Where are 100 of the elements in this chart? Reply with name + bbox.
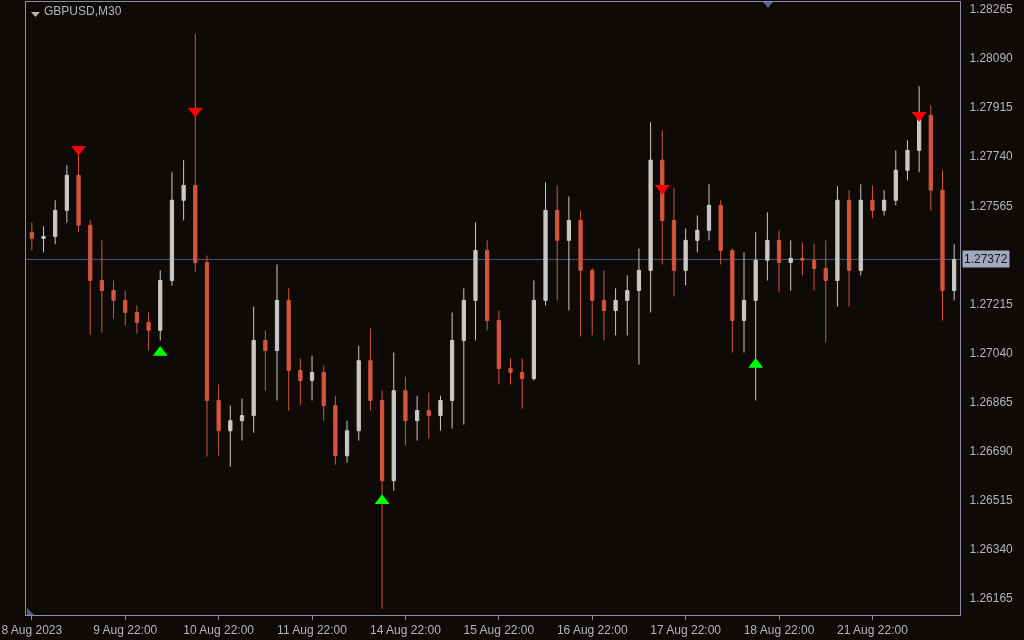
x-tick-label: 15 Aug 22:00 xyxy=(463,623,535,638)
candlestick xyxy=(835,185,840,308)
candlestick xyxy=(578,209,583,338)
candlestick xyxy=(531,279,536,382)
candlestick xyxy=(251,306,256,434)
chart-title: GBPUSD,M30 xyxy=(44,4,122,19)
candlestick xyxy=(671,187,677,297)
y-tick-label: 1.27565 xyxy=(969,198,1014,213)
y-tick-label: 1.27215 xyxy=(969,296,1014,311)
candlestick xyxy=(508,357,513,385)
candlestick xyxy=(881,189,887,216)
candlestick xyxy=(321,364,326,422)
x-tick-label: 14 Aug 22:00 xyxy=(370,623,442,638)
y-tick-label: 1.26165 xyxy=(969,591,1014,606)
candlestick xyxy=(379,390,385,610)
candlestick xyxy=(555,184,560,301)
candlestick xyxy=(823,239,828,343)
candlestick xyxy=(53,199,58,245)
candlestick xyxy=(193,33,198,273)
x-tick-label: 11 Aug 22:00 xyxy=(277,623,348,638)
x-tick-label: 17 Aug 22:00 xyxy=(650,623,722,638)
candlestick xyxy=(134,304,140,334)
candlestick xyxy=(893,149,898,206)
candlestick xyxy=(683,227,688,287)
y-tick-label: 1.28265 xyxy=(969,2,1014,17)
candlestick xyxy=(695,214,700,253)
candlestick xyxy=(706,183,712,241)
x-tick-label: 10 Aug 22:00 xyxy=(183,623,255,638)
y-tick-label: 1.27915 xyxy=(969,100,1014,115)
x-tick-label: 8 Aug 2023 xyxy=(1,623,63,638)
candlestick xyxy=(333,395,338,466)
candlestick xyxy=(169,171,175,287)
candlestick xyxy=(636,247,642,366)
candlestick xyxy=(473,221,478,341)
x-tick-label: 21 Aug 22:00 xyxy=(837,623,909,638)
y-tick-label: 1.27040 xyxy=(969,345,1014,360)
candlestick xyxy=(613,287,618,336)
candlestick xyxy=(450,311,455,430)
y-tick-label: 1.28090 xyxy=(969,51,1014,66)
candlestick xyxy=(648,121,653,313)
candlestick xyxy=(76,153,81,233)
y-tick-label: 1.27740 xyxy=(969,149,1014,164)
candlestick xyxy=(496,309,501,385)
candlestick xyxy=(952,243,957,301)
candlestick xyxy=(298,357,303,407)
x-tick-label: 18 Aug 22:00 xyxy=(743,623,815,638)
candlestick xyxy=(158,269,163,341)
candlestick xyxy=(228,405,233,468)
candlestick xyxy=(788,239,793,292)
candlestick xyxy=(753,231,758,401)
candlestick xyxy=(263,329,268,392)
y-tick-label: 1.26515 xyxy=(969,492,1014,507)
candlestick xyxy=(543,181,548,306)
candlestick xyxy=(811,243,817,292)
candlestick xyxy=(438,395,443,432)
candlestick xyxy=(741,251,747,354)
x-tick-label: 9 Aug 22:00 xyxy=(93,623,158,638)
candlestick xyxy=(309,355,315,401)
candlestick xyxy=(111,279,116,320)
candlestick xyxy=(146,311,151,352)
candlestick xyxy=(765,211,770,281)
candlestick xyxy=(800,241,805,276)
candlestick xyxy=(601,269,607,341)
candlestick xyxy=(870,184,875,219)
candlestick xyxy=(274,263,280,401)
candlestick xyxy=(590,267,595,336)
candlestick xyxy=(403,376,408,447)
candlestick xyxy=(414,395,420,442)
candlestick xyxy=(204,255,210,458)
candlestick xyxy=(461,287,466,426)
candlestick xyxy=(99,239,105,334)
candlestick xyxy=(846,189,852,308)
candlestick xyxy=(928,104,933,211)
candlestick xyxy=(29,221,34,251)
candlestick xyxy=(391,352,396,492)
candlestick xyxy=(776,229,782,294)
candlestick xyxy=(520,357,525,410)
candlestick xyxy=(625,274,630,336)
candlestick xyxy=(566,195,572,311)
candlestick xyxy=(41,225,46,253)
candlestick xyxy=(426,392,431,440)
candlestick xyxy=(344,420,350,464)
candlestick xyxy=(181,159,186,221)
candlestick xyxy=(730,247,735,354)
y-tick-label: 1.26340 xyxy=(969,542,1014,557)
candlestick xyxy=(485,239,490,331)
candlestick xyxy=(858,183,863,276)
candlestick xyxy=(286,287,291,412)
candlestick xyxy=(940,169,945,322)
x-tick-label: 16 Aug 22:00 xyxy=(556,623,628,638)
candlestick xyxy=(64,164,69,223)
candlestick xyxy=(356,345,361,442)
candlestick xyxy=(905,139,910,181)
candlestick xyxy=(88,219,93,336)
candlestick xyxy=(239,398,245,442)
y-tick-label: 1.26865 xyxy=(969,394,1014,409)
candlestick xyxy=(123,290,128,327)
candlestick xyxy=(216,383,221,457)
candlestick xyxy=(718,199,723,265)
candlestick xyxy=(368,327,373,412)
